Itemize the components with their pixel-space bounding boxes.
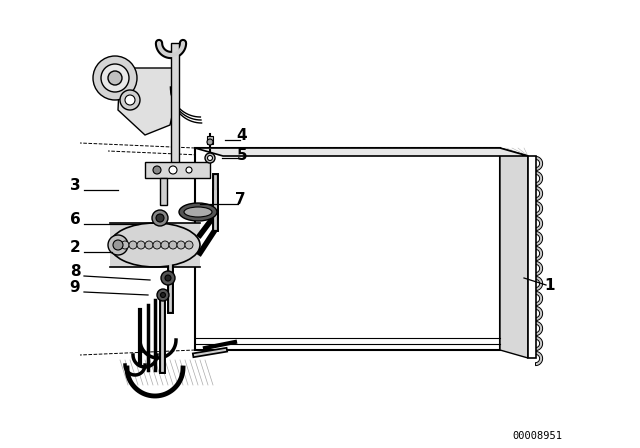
Polygon shape	[536, 216, 543, 231]
Circle shape	[157, 289, 169, 301]
Circle shape	[93, 56, 137, 100]
Circle shape	[169, 166, 177, 174]
Circle shape	[153, 166, 161, 174]
Polygon shape	[500, 148, 528, 358]
Bar	[160, 178, 167, 205]
Circle shape	[165, 275, 171, 281]
Circle shape	[169, 241, 177, 249]
Polygon shape	[536, 186, 543, 201]
Circle shape	[137, 241, 145, 249]
Ellipse shape	[184, 207, 212, 217]
Circle shape	[153, 241, 161, 249]
Ellipse shape	[110, 223, 200, 267]
Bar	[110, 223, 200, 267]
Polygon shape	[118, 68, 178, 135]
Text: 00008951: 00008951	[512, 431, 562, 441]
Text: 4: 4	[237, 129, 247, 143]
Text: 2: 2	[70, 241, 81, 255]
Circle shape	[205, 153, 215, 163]
Text: 1: 1	[545, 277, 556, 293]
Polygon shape	[536, 201, 543, 215]
Circle shape	[145, 241, 153, 249]
Polygon shape	[536, 351, 543, 366]
Polygon shape	[536, 336, 543, 351]
Circle shape	[156, 214, 164, 222]
Circle shape	[207, 155, 212, 160]
Polygon shape	[536, 246, 543, 261]
Polygon shape	[536, 172, 543, 185]
Text: 9: 9	[70, 280, 80, 296]
Text: 3: 3	[70, 177, 80, 193]
Bar	[207, 136, 213, 144]
Circle shape	[161, 271, 175, 285]
Circle shape	[113, 240, 123, 250]
Text: 6: 6	[70, 212, 81, 228]
Polygon shape	[536, 291, 543, 306]
Polygon shape	[536, 156, 543, 171]
Polygon shape	[536, 276, 543, 291]
Polygon shape	[195, 148, 500, 350]
Circle shape	[101, 64, 129, 92]
Polygon shape	[195, 148, 528, 156]
Bar	[171, 43, 179, 175]
Circle shape	[125, 95, 135, 105]
Circle shape	[177, 241, 185, 249]
Circle shape	[120, 90, 140, 110]
Polygon shape	[536, 306, 543, 321]
Text: 7: 7	[235, 193, 245, 207]
Bar	[145, 162, 210, 178]
Text: 8: 8	[70, 264, 80, 280]
Circle shape	[121, 241, 129, 249]
Polygon shape	[536, 231, 543, 246]
Circle shape	[152, 210, 168, 226]
Circle shape	[161, 293, 166, 297]
Text: 5: 5	[237, 147, 247, 163]
Circle shape	[161, 241, 169, 249]
Circle shape	[129, 241, 137, 249]
Circle shape	[108, 235, 128, 255]
Bar	[528, 156, 536, 358]
Circle shape	[185, 241, 193, 249]
Polygon shape	[536, 321, 543, 336]
Polygon shape	[536, 261, 543, 276]
Circle shape	[186, 167, 192, 173]
Circle shape	[108, 71, 122, 85]
Circle shape	[207, 139, 213, 145]
Ellipse shape	[179, 203, 217, 221]
